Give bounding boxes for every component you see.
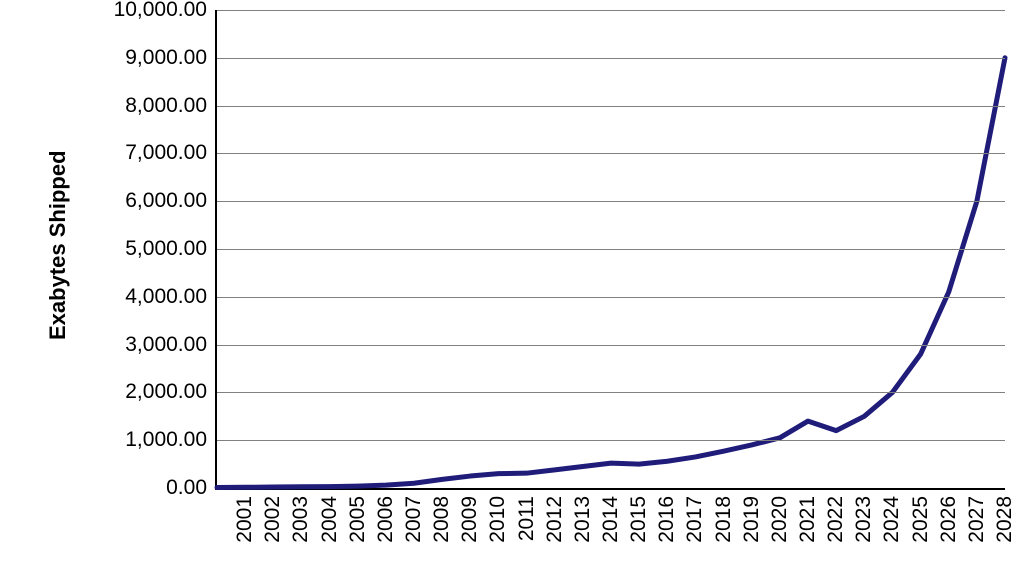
x-tick-label: 2014 (599, 488, 623, 543)
gridline (217, 345, 1005, 346)
y-tick-label: 2,000.00 (125, 380, 217, 404)
y-tick-label: 10,000.00 (114, 0, 217, 22)
y-tick-label: 1,000.00 (125, 428, 217, 452)
y-tick-label: 7,000.00 (125, 141, 217, 165)
x-tick-label: 2024 (880, 488, 904, 543)
x-tick-label: 2019 (740, 488, 764, 543)
x-tick-label: 2001 (233, 488, 257, 543)
x-tick-label: 2013 (571, 488, 595, 543)
gridline (217, 10, 1005, 11)
plot-area: 0.001,000.002,000.003,000.004,000.005,00… (215, 10, 1005, 490)
x-tick-label: 2026 (937, 488, 961, 543)
y-axis-label: Exabytes Shipped (45, 150, 71, 340)
y-tick-label: 9,000.00 (125, 46, 217, 70)
x-tick-label: 2023 (852, 488, 876, 543)
gridline (217, 201, 1005, 202)
y-tick-label: 5,000.00 (125, 237, 217, 261)
gridline (217, 440, 1005, 441)
x-tick-label: 2020 (768, 488, 792, 543)
x-tick-label: 2007 (402, 488, 426, 543)
y-tick-label: 4,000.00 (125, 285, 217, 309)
x-tick-label: 2002 (261, 488, 285, 543)
gridline (217, 249, 1005, 250)
x-tick-label: 2010 (486, 488, 510, 543)
x-tick-label: 2012 (543, 488, 567, 543)
gridline (217, 297, 1005, 298)
y-tick-label: 8,000.00 (125, 94, 217, 118)
x-tick-label: 2027 (965, 488, 989, 543)
gridline (217, 153, 1005, 154)
x-tick-label: 2021 (796, 488, 820, 543)
line-chart: Exabytes Shipped 0.001,000.002,000.003,0… (0, 0, 1024, 588)
x-tick-label: 2006 (374, 488, 398, 543)
x-tick-label: 2008 (430, 488, 454, 543)
y-tick-label: 3,000.00 (125, 333, 217, 357)
gridline (217, 106, 1005, 107)
x-tick-label: 2009 (458, 488, 482, 543)
x-tick-label: 2025 (909, 488, 933, 543)
x-tick-label: 2003 (289, 488, 313, 543)
x-tick-label: 2011 (515, 488, 539, 541)
gridline (217, 392, 1005, 393)
x-tick-label: 2028 (993, 488, 1017, 543)
x-tick-label: 2004 (318, 488, 342, 543)
x-tick-label: 2005 (346, 488, 370, 543)
y-tick-label: 0.00 (166, 476, 217, 500)
y-tick-label: 6,000.00 (125, 189, 217, 213)
x-tick-label: 2018 (712, 488, 736, 543)
x-tick-label: 2015 (627, 488, 651, 543)
x-tick-label: 2022 (824, 488, 848, 543)
x-tick-label: 2016 (655, 488, 679, 543)
x-tick-label: 2017 (683, 488, 707, 543)
gridline (217, 58, 1005, 59)
